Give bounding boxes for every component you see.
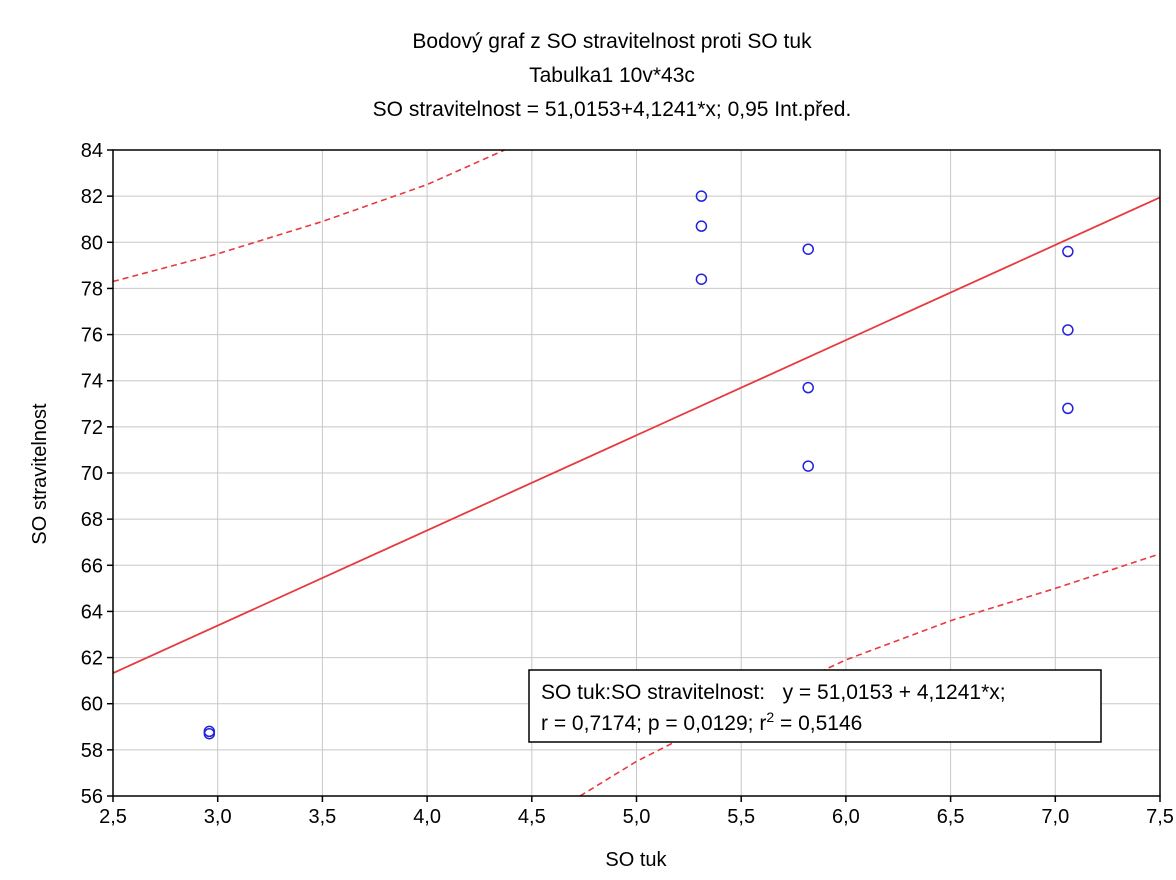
- stats-line-2: r = 0,7174; p = 0,0129; r2 = 0,5146: [541, 709, 862, 735]
- chart-title-line-3: SO stravitelnost = 51,0153+4,1241*x; 0,9…: [373, 98, 852, 121]
- stats-line-1: SO tuk:SO stravitelnost: y = 51,0153 + 4…: [541, 681, 1006, 704]
- y-tick-label: 68: [81, 509, 103, 531]
- y-tick-label: 84: [81, 140, 103, 162]
- stats-line-2-suffix: = 0,5146: [774, 712, 862, 735]
- x-tick-label: 3,5: [308, 806, 336, 828]
- stats-box-frame: [528, 669, 1102, 743]
- y-tick-label: 56: [81, 786, 103, 808]
- x-tick-label: 7,5: [1146, 806, 1174, 828]
- y-tick-label: 74: [81, 371, 103, 393]
- data-point: [1062, 324, 1074, 336]
- x-tick-label: 2,5: [99, 806, 127, 828]
- x-axis-label: SO tuk: [605, 849, 667, 871]
- y-tick-label: 76: [81, 325, 103, 347]
- prediction-lower-line: [579, 553, 1160, 796]
- x-tick-label: 6,0: [832, 806, 860, 828]
- y-tick-label: 70: [81, 463, 103, 485]
- stats-r-squared-sup: 2: [766, 709, 774, 725]
- stats-line-2-prefix: r = 0,7174; p = 0,0129; r: [541, 712, 766, 735]
- data-point: [802, 243, 814, 255]
- x-tick-label: 6,5: [937, 806, 965, 828]
- x-axis-ticks: 2,5 3,0 3,5 4,0 4,5 5,0 5,5 6,0 6,5 7,0 7,5: [99, 796, 1174, 828]
- data-point: [695, 190, 708, 202]
- y-tick-label: 80: [81, 232, 103, 254]
- data-point: [695, 220, 708, 232]
- data-point: [203, 727, 216, 740]
- regression-stats-box: SO tuk:SO stravitelnost: y = 51,0153 + 4…: [528, 669, 1102, 743]
- x-tick-label: 3,0: [204, 806, 232, 828]
- y-tick-label: 64: [81, 601, 103, 623]
- data-point: [802, 460, 814, 472]
- regression-line-group: [113, 196, 1160, 674]
- data-point: [1062, 245, 1074, 258]
- x-tick-label: 4,0: [413, 806, 441, 828]
- chart-title-line-1: Bodový graf z SO stravitelnost proti SO …: [412, 30, 812, 53]
- data-point: [1062, 402, 1074, 415]
- x-tick-label: 7,0: [1041, 806, 1069, 828]
- regression-line: [113, 196, 1160, 674]
- prediction-upper-line: [113, 150, 505, 283]
- y-axis-ticks: 56 58 60 62 64 66 68 70 72 74 76 78 80 82 84: [81, 140, 113, 808]
- chart-titles: Bodový graf z SO stravitelnost proti SO …: [373, 30, 852, 121]
- data-point: [802, 381, 814, 394]
- y-tick-label: 78: [81, 278, 103, 300]
- data-points: [203, 190, 1074, 740]
- data-point: [695, 273, 708, 285]
- y-tick-label: 66: [81, 555, 103, 577]
- y-tick-label: 72: [81, 417, 103, 439]
- prediction-interval-lines: [113, 150, 1160, 796]
- y-tick-label: 62: [81, 648, 103, 670]
- y-tick-label: 82: [81, 186, 103, 208]
- x-tick-label: 4,5: [518, 806, 546, 828]
- y-tick-label: 60: [81, 694, 103, 716]
- data-point: [203, 725, 216, 738]
- y-tick-label: 58: [81, 740, 103, 762]
- chart-title-line-2: Tabulka1 10v*43c: [529, 64, 695, 87]
- y-axis-label: SO stravitelnost: [29, 403, 51, 545]
- x-tick-label: 5,5: [727, 806, 755, 828]
- x-tick-label: 5,0: [623, 806, 651, 828]
